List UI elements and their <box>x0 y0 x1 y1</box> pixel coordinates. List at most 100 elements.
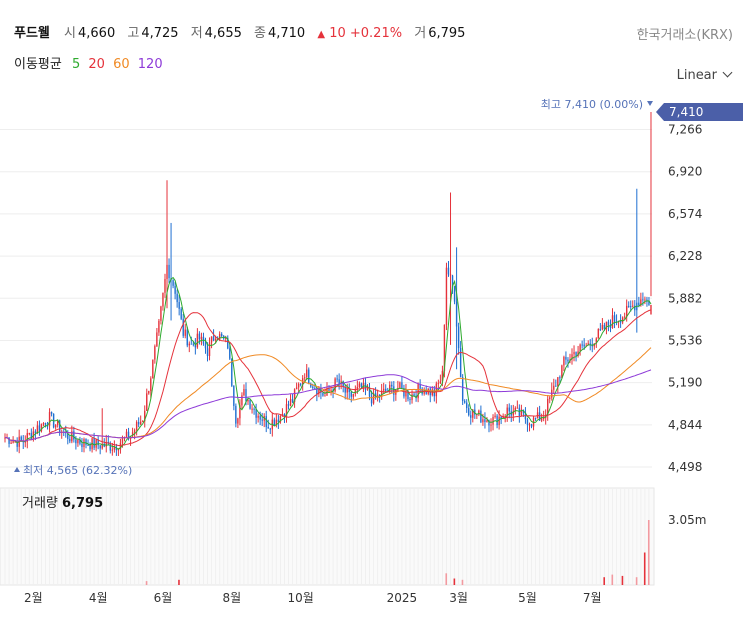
candle-body <box>239 405 241 419</box>
candle-body <box>24 441 26 443</box>
candle-body <box>322 392 324 396</box>
candle-body <box>10 442 12 444</box>
ma-120-label[interactable]: 120 <box>137 57 163 72</box>
candle-body <box>259 415 261 420</box>
x-tick-label: 2025 <box>387 591 418 605</box>
candle-body <box>198 333 201 340</box>
candle-body <box>603 324 606 330</box>
candle-body <box>176 293 178 303</box>
ma-5-label[interactable]: 5 <box>71 57 81 72</box>
candle-body <box>611 315 614 329</box>
candle-body <box>48 412 51 426</box>
candle-body <box>565 356 567 360</box>
candle-body <box>273 419 276 426</box>
candle-body <box>218 333 221 340</box>
ma-legend-label: 이동평균 <box>14 57 62 72</box>
candle-body <box>492 416 494 425</box>
candle-body <box>4 437 6 439</box>
candle-body <box>628 305 630 307</box>
candle-body <box>127 431 130 439</box>
volume-title: 거래량 <box>22 496 58 511</box>
candle-body <box>283 414 286 417</box>
candle-body <box>180 308 182 319</box>
candle-body <box>486 420 488 423</box>
candle-body <box>235 405 237 424</box>
candle-body <box>573 352 575 355</box>
candle-body <box>162 292 164 307</box>
candle-body <box>646 299 648 301</box>
candle-body <box>111 449 114 451</box>
candle-body <box>93 438 95 448</box>
candle-body <box>447 267 450 275</box>
candle-body <box>257 415 259 418</box>
candle-body <box>494 415 496 417</box>
candle-body <box>316 388 318 395</box>
ma-60-label[interactable]: 60 <box>113 57 130 72</box>
candle-body <box>640 299 642 306</box>
candle-body <box>206 348 209 356</box>
ma-120-line <box>4 369 652 442</box>
candle-body <box>498 416 500 426</box>
candle-body <box>208 342 211 356</box>
candle-body <box>563 356 565 366</box>
candle-body <box>579 344 581 352</box>
candle-body <box>468 408 470 416</box>
stock-header: 푸드웰 시 4,660 고 4,725 저 4,655 종 4,710 ▲ 10 +0.… <box>14 22 473 41</box>
open-label: 시 <box>64 26 76 41</box>
candle-body <box>401 382 403 389</box>
candle-body <box>508 407 510 412</box>
candle-body <box>500 416 502 419</box>
candle-body <box>439 381 442 384</box>
candle-body <box>528 424 531 426</box>
candle-body <box>540 418 543 421</box>
candle-body <box>85 439 87 445</box>
candle-body <box>413 394 415 396</box>
candle-body <box>227 337 229 349</box>
ma-5-line <box>4 276 652 450</box>
candle-body <box>58 420 61 433</box>
candle-body <box>42 423 45 425</box>
candle-body <box>312 386 314 389</box>
candle-body <box>457 326 460 349</box>
x-tick-label: 7월 <box>583 591 602 605</box>
candle-body <box>279 415 282 423</box>
candle-body <box>20 436 22 442</box>
change-value: 10 <box>329 26 346 41</box>
candle-body <box>182 318 184 336</box>
candle-body <box>245 389 247 402</box>
open-value: 4,660 <box>78 26 116 41</box>
candle-body <box>385 388 387 392</box>
candle-body <box>267 426 269 429</box>
candle-body <box>119 443 122 450</box>
x-tick-label: 8월 <box>222 591 241 605</box>
moving-average-legend: 이동평균 5 20 60 120 <box>14 53 167 72</box>
scale-mode-dropdown[interactable]: Linear <box>677 67 733 83</box>
ma-20-label[interactable]: 20 <box>88 57 105 72</box>
candle-body <box>605 321 608 330</box>
candle-body <box>623 316 626 318</box>
candle-body <box>449 274 452 276</box>
candle-body <box>146 393 148 411</box>
candle-body <box>571 354 573 360</box>
candle-body <box>304 377 306 379</box>
candle-body <box>555 385 557 387</box>
candle-body <box>490 424 492 426</box>
candle-body <box>12 440 14 443</box>
candle-body <box>461 377 464 402</box>
candle-body <box>382 388 385 391</box>
candle-body <box>277 419 280 423</box>
change-percent: +0.21% <box>349 26 403 41</box>
candle-body <box>625 305 628 317</box>
candle-body <box>453 287 456 302</box>
low-label: 저 <box>190 26 203 41</box>
candle-body <box>247 399 249 402</box>
candle-body <box>241 395 243 406</box>
candle-body <box>419 384 421 389</box>
candle-body <box>634 305 636 311</box>
candle-body <box>231 358 233 386</box>
candle-body <box>557 377 559 387</box>
low-marker-label: 최저 4,565 (62.32%) <box>23 464 132 477</box>
close-value: 4,710 <box>267 26 306 41</box>
candle-body <box>553 385 555 390</box>
